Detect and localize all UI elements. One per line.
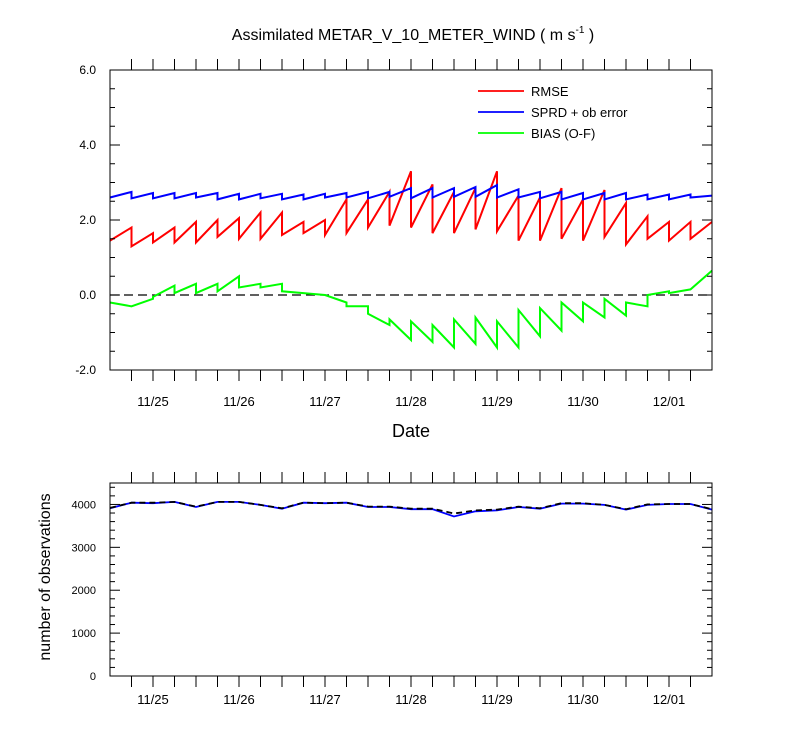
bottom-ticks-group: 0 1000 2000 3000 4000 11/25 11/26 11/27 11/28 11/… bbox=[72, 472, 712, 707]
y-tick-label: 4.0 bbox=[79, 138, 96, 152]
x-tick-label: 11/25 bbox=[137, 394, 169, 409]
y-tick-label: 0 bbox=[90, 671, 96, 683]
x-tick-label: 11/30 bbox=[567, 394, 599, 409]
chart-title-superscript: -1 bbox=[576, 25, 585, 36]
legend-label: RMSE bbox=[531, 84, 569, 99]
series-line-rmse bbox=[109, 170, 713, 249]
y-tick-label: 3000 bbox=[72, 542, 96, 554]
x-tick-label: 11/29 bbox=[481, 394, 513, 409]
chart-title-main: Assimilated METAR_V_10_METER_WIND ( m s bbox=[232, 27, 576, 44]
x-tick-label: 11/25 bbox=[137, 692, 169, 707]
x-axis-label: Date bbox=[392, 421, 430, 441]
top-series-group bbox=[109, 170, 713, 351]
y-tick-label: -2.0 bbox=[75, 363, 96, 377]
bottom-series-group bbox=[109, 500, 713, 518]
series-line-sprd-ob-error bbox=[109, 183, 713, 201]
y-tick-label: 2000 bbox=[72, 585, 96, 597]
x-tick-label: 12/01 bbox=[653, 394, 686, 409]
series-line-bias-o-f bbox=[109, 269, 713, 351]
chart-title-end: ) bbox=[584, 27, 594, 44]
x-tick-label: 11/27 bbox=[309, 394, 341, 409]
y-axis-label-observations: number of observations bbox=[37, 493, 54, 660]
y-tick-label: 1000 bbox=[72, 628, 96, 640]
y-tick-label: 2.0 bbox=[79, 213, 96, 227]
x-tick-label: 11/30 bbox=[567, 692, 599, 707]
y-tick-label: 4000 bbox=[72, 499, 96, 511]
x-tick-label: 11/29 bbox=[481, 692, 513, 707]
legend-label: BIAS (O-F) bbox=[531, 126, 595, 141]
x-tick-label: 11/27 bbox=[309, 692, 341, 707]
x-tick-label: 11/26 bbox=[223, 692, 255, 707]
bottom-plot-frame bbox=[109, 482, 713, 677]
x-tick-label: 12/01 bbox=[653, 692, 686, 707]
legend-label: SPRD + ob error bbox=[531, 105, 628, 120]
bottom-panel: 0 1000 2000 3000 4000 11/25 11/26 11/27 11/28 11/… bbox=[37, 472, 713, 707]
y-tick-label: 6.0 bbox=[79, 63, 96, 77]
legend: RMSE SPRD + ob error BIAS (O-F) bbox=[478, 84, 628, 141]
x-tick-label: 11/28 bbox=[395, 394, 427, 409]
x-tick-label: 11/28 bbox=[395, 692, 427, 707]
y-tick-label: 0.0 bbox=[79, 288, 96, 302]
top-panel: -2.0 0.0 2.0 4.0 6.0 11/25 11/26 11/27 11/28 11/2… bbox=[75, 59, 713, 441]
chart-title: Assimilated METAR_V_10_METER_WIND ( m s-… bbox=[232, 25, 594, 44]
series-line-obs-1 bbox=[109, 500, 713, 515]
x-tick-label: 11/26 bbox=[223, 394, 255, 409]
top-ticks-group: -2.0 0.0 2.0 4.0 6.0 11/25 11/26 11/27 11/28 11/2… bbox=[75, 59, 712, 409]
